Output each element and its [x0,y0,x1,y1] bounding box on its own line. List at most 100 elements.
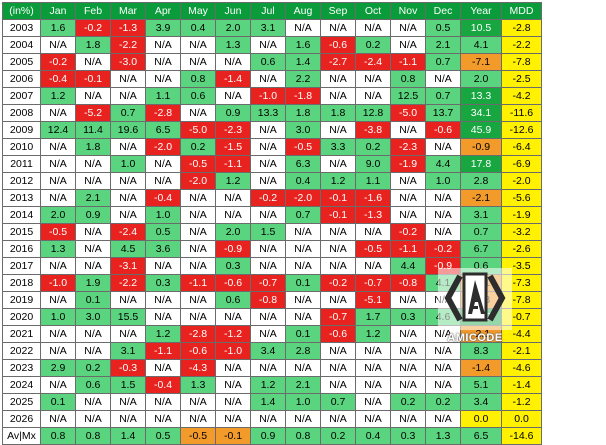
month-cell: N/A [285,240,321,258]
month-cell: 0.2 [355,138,391,156]
month-cell: N/A [390,189,426,207]
month-cell: N/A [180,36,216,54]
column-header: Nov [390,2,426,20]
month-cell: N/A [390,121,426,139]
month-cell: -2.8 [145,104,181,122]
month-cell: N/A [145,291,181,309]
month-cell: -0.5 [285,138,321,156]
month-cell: 1.9 [75,274,111,292]
month-cell: -1.0 [250,87,286,105]
mdd-cell: -4.6 [501,359,542,377]
month-cell: -0.6 [320,325,356,343]
month-cell: 4.4 [390,257,426,275]
month-cell: 0.6 [250,53,286,71]
month-cell: N/A [75,393,111,411]
year-total-cell: 8.3 [460,342,502,360]
month-cell: N/A [390,172,426,190]
month-cell: N/A [40,155,76,173]
month-cell: N/A [110,206,146,224]
month-cell: N/A [40,376,76,394]
month-cell: N/A [110,138,146,156]
month-cell: 2.8 [285,342,321,360]
row-year-label: 2019 [2,291,41,309]
month-cell: N/A [250,308,286,326]
column-header: Sep [320,2,356,20]
month-cell: 1.2 [145,325,181,343]
month-cell: N/A [110,189,146,207]
month-cell: -2.2 [110,274,146,292]
month-cell: -3.1 [110,257,146,275]
month-cell: N/A [145,70,181,88]
mdd-cell: -4.2 [501,87,542,105]
month-cell: N/A [425,410,461,428]
year-row: 2026 N/A N/A N/A N/A N/A N/A N/A N/A N/A N/A N/A N/A… [2,410,542,428]
column-header: MDD [501,2,542,20]
month-cell: N/A [320,410,356,428]
month-cell: N/A [215,308,251,326]
month-cell: N/A [285,257,321,275]
month-cell: 0.2 [390,393,426,411]
year-total-cell: 34.1 [460,104,502,122]
month-cell: -0.2 [390,223,426,241]
month-cell: 11.4 [75,121,111,139]
month-cell: 0.8 [180,70,216,88]
month-cell: N/A [75,172,111,190]
month-cell: N/A [215,393,251,411]
month-cell: N/A [250,172,286,190]
year-row: 2019 N/A 0.1 N/A N/A N/A 0.6 -0.8 N/A N/A -5.1 N/A N… [2,291,542,309]
row-year-label: 2007 [2,87,41,105]
month-cell: -1.3 [355,206,391,224]
month-cell: -2.0 [285,189,321,207]
month-cell: N/A [180,53,216,71]
year-row: 2025 0.1 N/A N/A N/A N/A N/A 1.4 1.0 0.7 N/A 0.2 0.2… [2,393,542,411]
month-cell: N/A [425,359,461,377]
month-cell: 0.1 [75,291,111,309]
month-cell: -5.0 [390,104,426,122]
row-year-label: 2008 [2,104,41,122]
month-cell: 12.5 [390,87,426,105]
month-cell: N/A [75,223,111,241]
month-cell: -0.3 [110,359,146,377]
row-year-label: 2006 [2,70,41,88]
year-total-cell: -1.4 [460,359,502,377]
month-cell: 4.6 [425,308,461,326]
month-cell: -2.8 [180,325,216,343]
month-cell: N/A [355,359,391,377]
month-cell: N/A [355,19,391,37]
month-cell: -0.6 [425,121,461,139]
summary-cell: 0.5 [145,427,181,445]
month-cell: N/A [40,189,76,207]
mdd-cell: -11.6 [501,104,542,122]
month-cell: -1.5 [215,138,251,156]
month-cell: 1.6 [285,36,321,54]
row-year-label: 2009 [2,121,41,139]
year-row: 2016 1.3 N/A 4.5 3.6 N/A -0.9 N/A N/A N/A -0.5 -1.1… [2,240,542,258]
mdd-cell: -2.8 [501,19,542,37]
month-cell: 0.8 [390,70,426,88]
month-cell: -1.9 [390,155,426,173]
year-row: 2006 -0.4 -0.1 N/A N/A 0.8 -1.4 N/A 2.2 N/A N/A 0.8… [2,70,542,88]
month-cell: N/A [40,257,76,275]
mdd-cell: -6.9 [501,155,542,173]
month-cell: -5.1 [355,291,391,309]
month-cell: 0.1 [285,274,321,292]
month-cell: N/A [145,36,181,54]
month-cell: 0.9 [215,104,251,122]
month-cell: 1.6 [40,19,76,37]
month-cell: 13.7 [425,104,461,122]
month-cell: N/A [320,240,356,258]
summary-label: Av|Mx [2,427,41,445]
corner-label: (in%) [2,2,41,20]
month-cell: N/A [425,206,461,224]
year-row: 2004 N/A 1.8 -2.2 N/A N/A 1.3 N/A 1.6 -0.6 0.2 N/A 2… [2,36,542,54]
month-cell: 0.6 [215,291,251,309]
month-cell: 0.2 [355,36,391,54]
month-cell: N/A [250,36,286,54]
summary-cell: -0.5 [180,427,216,445]
month-cell: -0.9 [215,240,251,258]
month-cell: 4.1 [425,274,461,292]
column-header: Mar [110,2,146,20]
year-row: 2012 N/A N/A N/A N/A -2.0 1.2 N/A 0.4 1.2 1.1 N/A 1.… [2,172,542,190]
year-total-cell: 2.8 [460,172,502,190]
mdd-cell: -3.5 [501,257,542,275]
